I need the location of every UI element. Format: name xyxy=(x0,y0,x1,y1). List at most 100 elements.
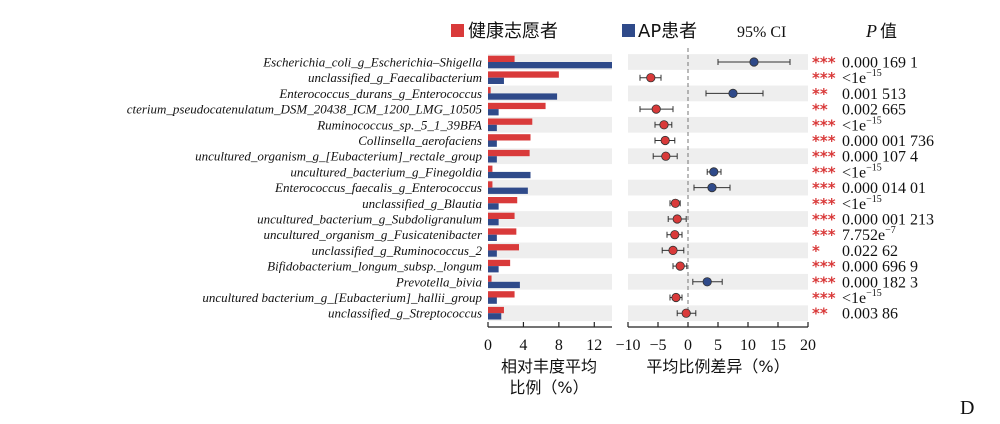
taxon-label: uncultured_bacterium_g_Subdoligranulum xyxy=(257,212,482,227)
taxon-label: Enterococcus_durans_g_Enterococcus xyxy=(278,86,482,101)
bar-healthy xyxy=(488,181,493,188)
bar-row-stripe xyxy=(488,305,612,322)
bar-healthy xyxy=(488,118,533,125)
diff-point xyxy=(702,277,712,287)
bar-ap xyxy=(488,266,499,273)
diff-point xyxy=(660,135,670,146)
taxon-label: Escherichia_coli_g_Escherichia–Shigella xyxy=(262,55,482,70)
star-label: *** xyxy=(812,226,836,244)
right-x-tick-label: −10 xyxy=(615,337,640,354)
star-label: ** xyxy=(812,101,828,119)
p-value: 0.000 001 736 xyxy=(842,133,934,150)
p-value-base: 7.752e xyxy=(842,227,885,244)
axes: 0 4 8 12 −10 −5 0 5 10 15 20 xyxy=(484,322,816,354)
diff-row-stripe xyxy=(628,211,808,227)
diff-point xyxy=(675,261,685,271)
left-x-tick-label: 12 xyxy=(586,337,602,354)
p-value: <1e−15 xyxy=(842,162,882,181)
diff-row-stripe xyxy=(628,148,808,165)
p-value-base: <1e xyxy=(842,164,866,181)
bar-ap xyxy=(488,297,497,304)
p-value-exp: −15 xyxy=(866,288,882,299)
taxon-label: uncultured bacterium_g_[Eubacterium]_hal… xyxy=(202,290,482,305)
p-value: 0.003 86 xyxy=(842,306,898,323)
right-x-tick-label: 10 xyxy=(740,337,756,354)
taxon-label: unclassified_g_Streptococcus xyxy=(328,306,482,321)
star-label: *** xyxy=(812,116,836,134)
p-value-base: 0.000 001 736 xyxy=(842,133,934,150)
left-x-tick-label: 0 xyxy=(484,337,492,354)
bar-healthy xyxy=(488,149,530,157)
p-value: 0.001 513 xyxy=(842,86,906,103)
diff-point xyxy=(651,104,661,114)
taxon-label: unclassified_g_Blautia xyxy=(362,196,482,211)
star-label: *** xyxy=(812,132,836,150)
bar-healthy xyxy=(488,228,517,235)
bar-healthy xyxy=(488,197,518,204)
diff-point xyxy=(659,120,669,130)
p-value: <1e−15 xyxy=(842,68,882,87)
p-value-base: <1e xyxy=(842,70,866,87)
legend-ci-label: 95% CI xyxy=(737,24,786,41)
p-value-exp: −15 xyxy=(866,115,882,126)
diff-point xyxy=(661,151,671,161)
p-value-base: 0.002 665 xyxy=(842,102,906,119)
p-value: 0.000 696 9 xyxy=(842,259,918,276)
star-label: *** xyxy=(812,273,836,291)
taxon-label: uncultured_bacterium_g_Finegoldia xyxy=(290,164,482,179)
left-x-tick-label: 8 xyxy=(555,337,563,354)
p-value-base: <1e xyxy=(842,117,866,134)
bar-ap xyxy=(488,109,499,116)
star-label: *** xyxy=(812,69,836,87)
star-label: *** xyxy=(812,163,836,181)
p-value-base: <1e xyxy=(842,196,866,213)
bar-healthy xyxy=(488,165,493,172)
diff-point xyxy=(707,183,717,193)
bar-panel xyxy=(488,55,612,320)
bar-healthy xyxy=(488,134,531,141)
star-label: *** xyxy=(812,54,836,72)
right-xlabel: 平均比例差异（%） xyxy=(646,357,789,376)
diff-point xyxy=(670,230,680,240)
p-value: 0.002 665 xyxy=(842,102,906,119)
star-label: ** xyxy=(812,85,828,103)
bar-healthy xyxy=(488,275,492,282)
taxon-label: uncultured_organism_g_[Eubacterium]_rect… xyxy=(195,149,482,164)
bar-ap xyxy=(488,219,499,226)
p-value-base: 0.000 014 01 xyxy=(842,180,926,197)
bar-healthy xyxy=(488,259,511,267)
taxon-label: Prevotella_bivia xyxy=(395,274,483,289)
taxon-label: cterium_pseudocatenulatum_DSM_20438_ICM_… xyxy=(127,102,483,117)
legend-swatch-ap xyxy=(622,24,635,37)
right-x-tick-label: 5 xyxy=(714,337,722,354)
bar-healthy xyxy=(488,291,515,298)
p-value: 0.000 169 1 xyxy=(842,55,918,72)
diff-point xyxy=(681,308,691,318)
p-value: 0.000 014 01 xyxy=(842,180,926,197)
bar-ap xyxy=(488,124,497,132)
diff-point xyxy=(646,73,656,83)
bar-healthy xyxy=(488,87,491,94)
difference-panel xyxy=(639,48,791,318)
star-label: *** xyxy=(812,211,836,229)
diff-point xyxy=(672,214,682,224)
bar-ap xyxy=(488,281,520,289)
taxon-label: Collinsella_aerofaciens xyxy=(358,133,482,148)
bar-healthy xyxy=(488,55,515,62)
panel-letter: D xyxy=(960,397,974,419)
taxon-label: Enterococcus_faecalis_g_Enterococcus xyxy=(274,180,482,195)
legend-label-healthy: 健康志愿者 xyxy=(468,21,558,42)
bar-ap xyxy=(488,62,612,69)
taxon-label: Ruminococcus_sp._5_1_39BFA xyxy=(316,117,482,132)
legend-label-ap: AP患者 xyxy=(638,21,697,42)
p-header-rest: 值 xyxy=(880,22,897,42)
diff-point xyxy=(749,57,759,67)
taxon-label: unclassified_g_Faecalibacterium xyxy=(308,70,482,85)
p-value: <1e−15 xyxy=(842,194,882,213)
p-value: 7.752e−7 xyxy=(842,225,896,244)
p-value: <1e−15 xyxy=(842,288,882,307)
p-value: 0.000 107 4 xyxy=(842,149,918,166)
left-xlabel-line1: 相对丰度平均 xyxy=(501,357,597,376)
